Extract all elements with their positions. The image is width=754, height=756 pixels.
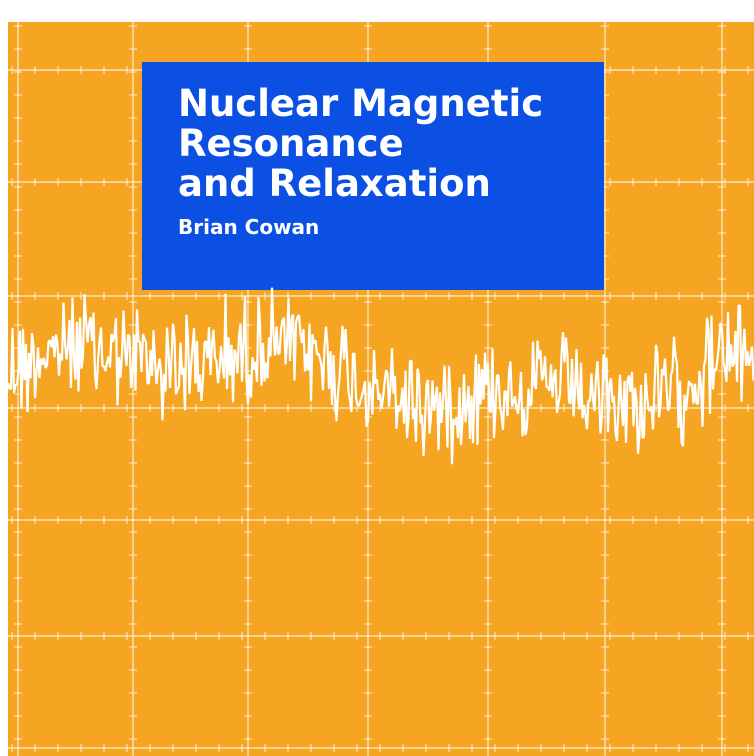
author: Brian Cowan <box>178 215 319 239</box>
title-line: Nuclear Magnetic <box>178 82 543 125</box>
page: Nuclear Magnetic Resonance and Relaxatio… <box>0 0 754 756</box>
title-line: and Relaxation <box>178 162 491 205</box>
title-line: Resonance <box>178 122 404 165</box>
book-cover: Nuclear Magnetic Resonance and Relaxatio… <box>0 0 754 756</box>
